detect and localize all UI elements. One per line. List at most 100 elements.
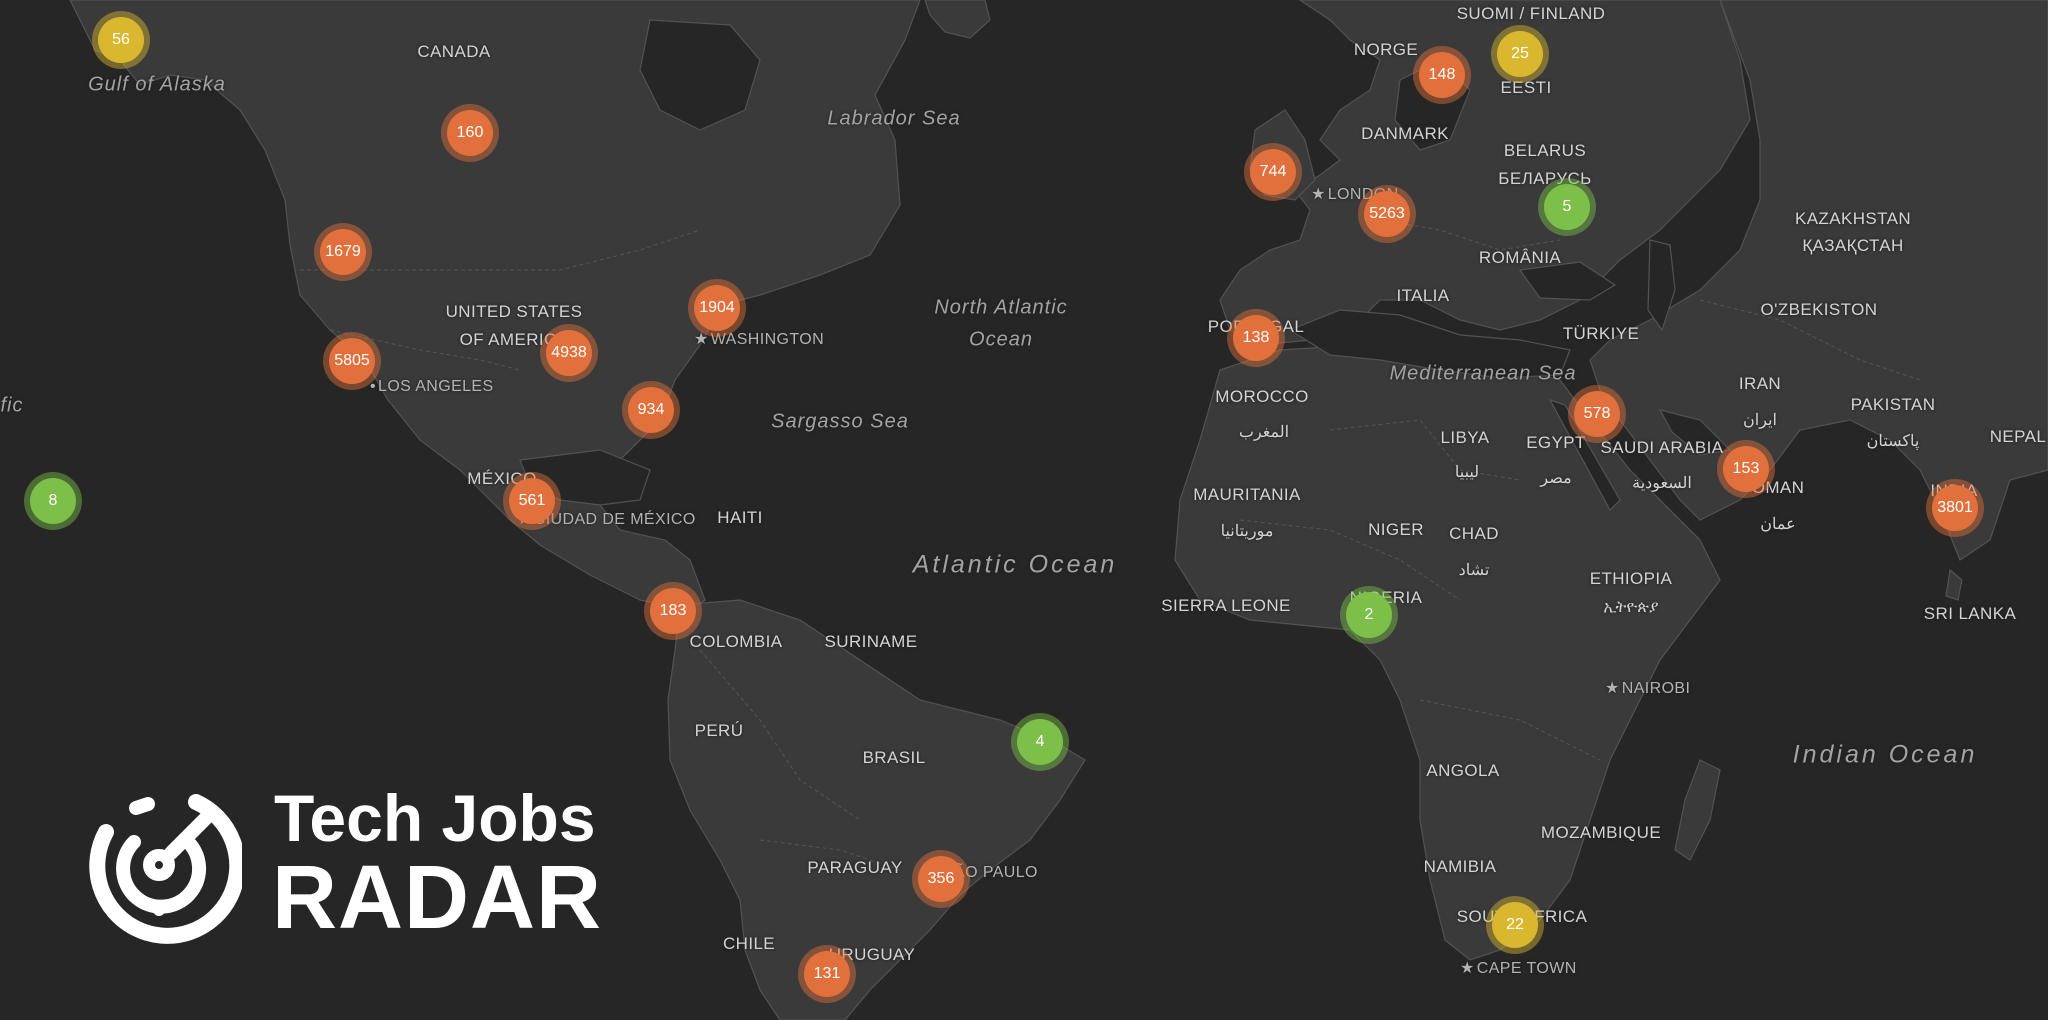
country-label-mauritania: MAURITANIA bbox=[1193, 485, 1301, 504]
country-label-namibia: NAMIBIA bbox=[1423, 857, 1497, 876]
job-cluster-marker[interactable]: 183 bbox=[650, 588, 696, 634]
country-label-peru: PERÚ bbox=[694, 721, 744, 740]
north-atlantic-label-line1: North Atlantic bbox=[934, 296, 1068, 319]
mediterranean-sea-label: Mediterranean Sea bbox=[1389, 362, 1577, 385]
mediterranean-shape bbox=[1288, 309, 1571, 379]
africa-shape bbox=[1174, 344, 1721, 961]
city-label-los-angeles: • LOS ANGELES bbox=[370, 378, 494, 396]
country-label-egypt: EGYPT bbox=[1526, 433, 1586, 452]
country-label-belarus: BELARUS bbox=[1503, 141, 1587, 160]
job-cluster-marker[interactable]: 4 bbox=[1017, 719, 1063, 765]
country-label-oman-local: عمان bbox=[1760, 516, 1796, 533]
country-label-niger: NIGER bbox=[1368, 520, 1424, 539]
job-cluster-marker[interactable]: 5805 bbox=[329, 338, 375, 384]
job-cluster-marker[interactable]: 1679 bbox=[320, 229, 366, 275]
greenland-shape bbox=[924, 0, 991, 39]
country-label-kazakhstan: KAZAKHSTAN bbox=[1794, 209, 1912, 228]
city-dot-icon: • bbox=[370, 378, 377, 395]
country-label-pakistan-local: پاکستان bbox=[1866, 433, 1920, 450]
city-label-washington: ★ WASHINGTON bbox=[694, 329, 824, 349]
country-label-romania: ROMÂNIA bbox=[1478, 248, 1562, 267]
job-cluster-marker[interactable]: 3801 bbox=[1932, 485, 1978, 531]
indian-ocean-label: Indian Ocean bbox=[1792, 740, 1978, 769]
country-label-uruguay: URUGUAY bbox=[828, 945, 916, 964]
capital-star-icon: ★ bbox=[1605, 680, 1620, 697]
country-label-brasil: BRASIL bbox=[862, 748, 926, 767]
job-cluster-marker[interactable]: 25 bbox=[1497, 31, 1543, 77]
job-cluster-marker[interactable]: 578 bbox=[1574, 391, 1620, 437]
city-label-nairobi: ★ NAIROBI bbox=[1605, 678, 1690, 698]
job-cluster-marker[interactable]: 744 bbox=[1250, 149, 1296, 195]
country-label-sri-lanka: SRI LANKA bbox=[1923, 604, 2017, 623]
asia-shape bbox=[1589, 0, 2048, 561]
country-label-turkiye: TÜRKIYE bbox=[1562, 324, 1640, 343]
city-name: LOS ANGELES bbox=[378, 378, 494, 395]
red-sea-shape bbox=[1548, 398, 1621, 511]
brand-logo-block: Tech Jobs RADAR bbox=[76, 781, 601, 952]
country-label-mozambique: MOZAMBIQUE bbox=[1540, 823, 1662, 842]
country-label-angola: ANGOLA bbox=[1426, 761, 1500, 780]
country-label-ethiopia-local: ኢትዮጵያ bbox=[1603, 599, 1659, 616]
country-label-chad: CHAD bbox=[1449, 524, 1499, 543]
north-america-shape bbox=[69, 0, 921, 611]
south-america-shape bbox=[667, 599, 1086, 1020]
country-label-uzbekistan: O'ZBEKISTON bbox=[1760, 300, 1878, 319]
country-label-ethiopia: ETHIOPIA bbox=[1589, 569, 1673, 588]
job-cluster-marker[interactable]: 8 bbox=[30, 478, 76, 524]
job-cluster-marker[interactable]: 4938 bbox=[546, 330, 592, 376]
city-name: CIUDAD DE MÉXICO bbox=[533, 511, 696, 528]
country-label-saudi-arabia-local: السعودية bbox=[1632, 475, 1692, 492]
job-cluster-marker[interactable]: 148 bbox=[1419, 52, 1465, 98]
job-cluster-marker[interactable]: 5 bbox=[1544, 184, 1590, 230]
capital-star-icon: ★ bbox=[1311, 186, 1326, 203]
job-cluster-marker[interactable]: 138 bbox=[1233, 315, 1279, 361]
north-atlantic-label-line2: Ocean bbox=[969, 328, 1033, 351]
country-label-estonia: EESTI bbox=[1500, 78, 1552, 97]
city-name: SÃO PAULO bbox=[943, 864, 1038, 881]
country-borders bbox=[300, 219, 1921, 871]
job-cluster-marker[interactable]: 160 bbox=[447, 110, 493, 156]
black-sea-shape bbox=[1518, 261, 1617, 301]
job-cluster-marker[interactable]: 56 bbox=[98, 17, 144, 63]
brand-title-line1: Tech Jobs bbox=[274, 781, 596, 855]
job-cluster-marker[interactable]: 5263 bbox=[1364, 191, 1410, 237]
country-label-iran-local: ایران bbox=[1743, 412, 1777, 429]
country-label-finland: SUOMI / FINLAND bbox=[1456, 4, 1606, 23]
country-label-denmark: DANMARK bbox=[1361, 124, 1449, 143]
country-label-mauritania-local: موريتانيا bbox=[1220, 523, 1274, 540]
country-label-norway: NORGE bbox=[1353, 40, 1419, 59]
city-name: NAIROBI bbox=[1621, 680, 1691, 697]
city-name: CAPE TOWN bbox=[1476, 960, 1577, 977]
country-label-oman: OMAN bbox=[1751, 478, 1805, 497]
country-label-saudi-arabia: SAUDI ARABIA bbox=[1600, 438, 1724, 457]
country-label-libya-local: ليبيا bbox=[1454, 464, 1480, 481]
job-cluster-marker[interactable]: 561 bbox=[509, 478, 555, 524]
country-label-egypt-local: مصر bbox=[1540, 470, 1572, 487]
country-label-usa-line1: UNITED STATES bbox=[445, 302, 583, 321]
job-cluster-marker[interactable]: 2 bbox=[1346, 592, 1392, 638]
pacific-ocean-label-fragment: fic bbox=[0, 394, 24, 417]
country-label-morocco-local: المغرب bbox=[1238, 424, 1290, 441]
capital-star-icon: ★ bbox=[694, 331, 709, 348]
country-label-haiti: HAITI bbox=[717, 508, 763, 527]
labrador-sea-label: Labrador Sea bbox=[827, 107, 961, 130]
city-name: WASHINGTON bbox=[710, 331, 825, 348]
city-label-cape-town: ★ CAPE TOWN bbox=[1460, 958, 1577, 978]
job-cluster-marker[interactable]: 356 bbox=[918, 856, 964, 902]
country-label-sierra-leone: SIERRA LEONE bbox=[1161, 596, 1291, 615]
job-cluster-marker[interactable]: 934 bbox=[628, 387, 674, 433]
country-label-iran: IRAN bbox=[1738, 374, 1782, 393]
job-cluster-marker[interactable]: 153 bbox=[1723, 446, 1769, 492]
brand-title-line2: RADAR bbox=[272, 848, 602, 948]
job-cluster-marker[interactable]: 1904 bbox=[694, 285, 740, 331]
country-label-paraguay: PARAGUAY bbox=[807, 858, 903, 877]
country-label-italy: ITALIA bbox=[1396, 286, 1450, 305]
persian-gulf-shape bbox=[1658, 409, 1732, 456]
atlantic-ocean-label: Atlantic Ocean bbox=[912, 550, 1118, 579]
madagascar-shape bbox=[1674, 759, 1721, 861]
country-label-libya: LIBYA bbox=[1440, 428, 1490, 447]
gulf-of-alaska-label: Gulf of Alaska bbox=[88, 73, 226, 96]
sargasso-sea-label: Sargasso Sea bbox=[771, 410, 909, 433]
job-cluster-marker[interactable]: 131 bbox=[804, 951, 850, 997]
job-cluster-marker[interactable]: 22 bbox=[1492, 902, 1538, 948]
